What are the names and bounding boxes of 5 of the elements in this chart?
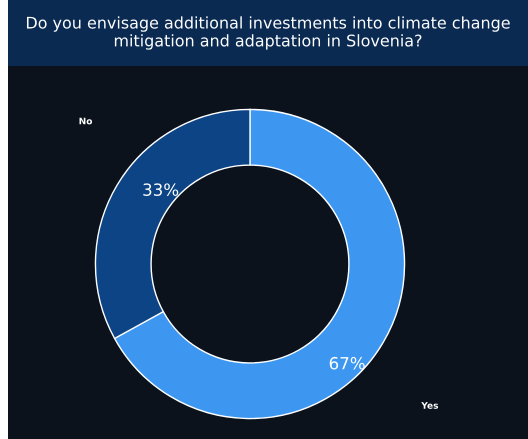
data-label: 67% bbox=[330, 356, 365, 370]
data-label: 33% bbox=[143, 183, 178, 196]
slice-label: Yes bbox=[421, 402, 438, 409]
slice-label: No bbox=[80, 118, 92, 124]
chart-title: Do you envisage additional investments into climate change mitigation and adaptation in Slovenia? bbox=[26, 16, 510, 50]
